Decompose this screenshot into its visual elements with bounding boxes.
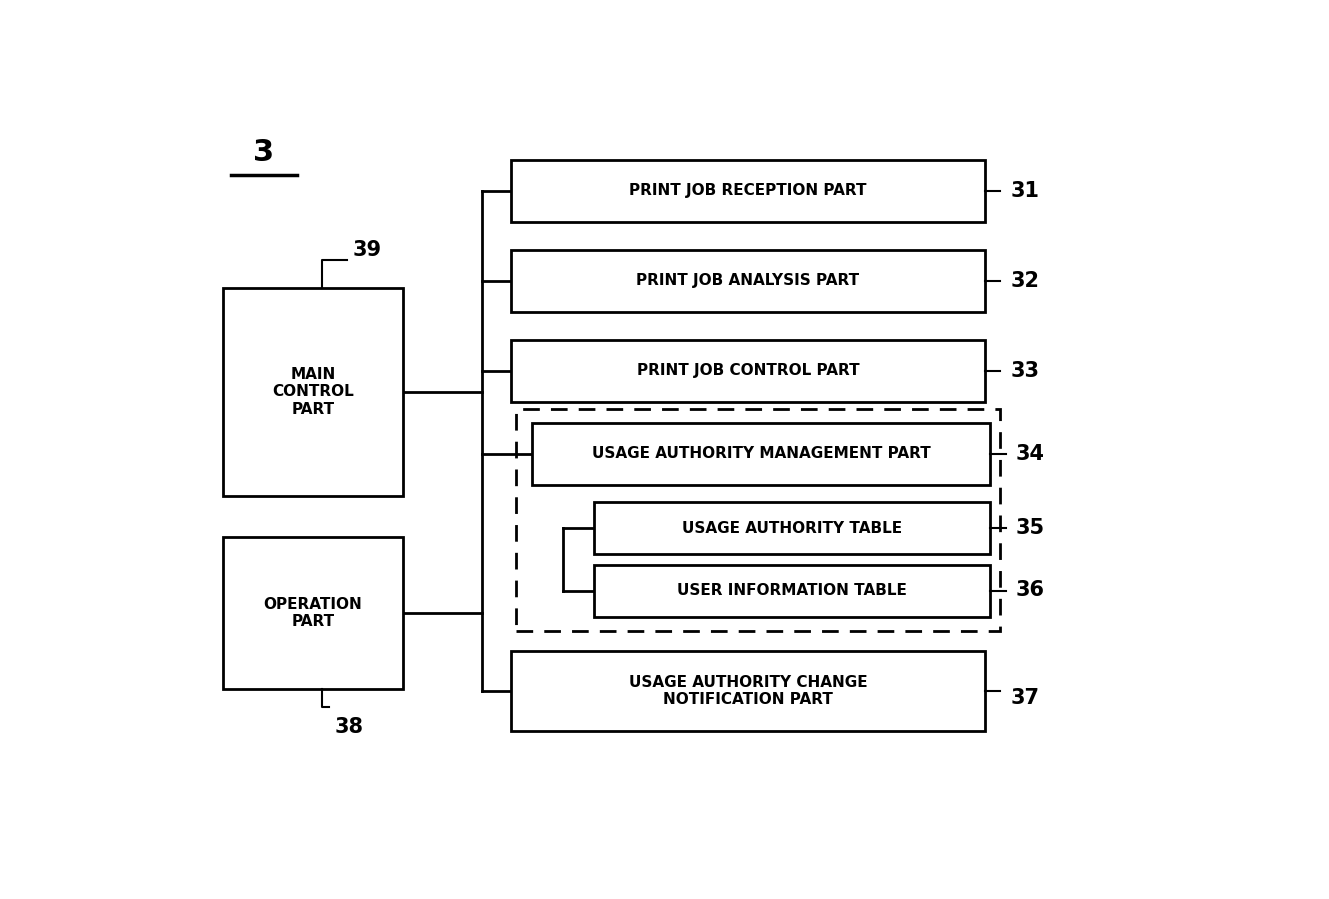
Text: 31: 31 [1011,181,1039,201]
Text: PRINT JOB CONTROL PART: PRINT JOB CONTROL PART [637,363,860,378]
FancyBboxPatch shape [512,651,985,731]
FancyBboxPatch shape [512,250,985,312]
Text: 38: 38 [335,717,364,737]
Text: 32: 32 [1011,271,1039,291]
FancyBboxPatch shape [512,340,985,402]
FancyBboxPatch shape [223,288,403,495]
Text: MAIN
CONTROL
PART: MAIN CONTROL PART [272,367,354,416]
Text: PRINT JOB RECEPTION PART: PRINT JOB RECEPTION PART [630,183,867,199]
FancyBboxPatch shape [532,423,990,485]
FancyBboxPatch shape [512,160,985,222]
Text: PRINT JOB ANALYSIS PART: PRINT JOB ANALYSIS PART [637,273,860,289]
Text: USER INFORMATION TABLE: USER INFORMATION TABLE [676,583,906,598]
FancyBboxPatch shape [594,503,990,555]
Text: 39: 39 [352,240,381,260]
FancyBboxPatch shape [517,409,1001,630]
Text: 33: 33 [1011,360,1039,381]
Text: USAGE AUTHORITY TABLE: USAGE AUTHORITY TABLE [682,521,902,536]
Text: USAGE AUTHORITY MANAGEMENT PART: USAGE AUTHORITY MANAGEMENT PART [591,447,930,461]
Text: 37: 37 [1011,688,1039,708]
Text: 35: 35 [1015,518,1045,539]
Text: 36: 36 [1015,581,1045,601]
Text: 3: 3 [254,138,275,167]
Text: USAGE AUTHORITY CHANGE
NOTIFICATION PART: USAGE AUTHORITY CHANGE NOTIFICATION PART [629,675,868,708]
Text: OPERATION
PART: OPERATION PART [263,597,363,629]
FancyBboxPatch shape [594,565,990,617]
Text: 34: 34 [1015,444,1045,464]
FancyBboxPatch shape [223,537,403,690]
